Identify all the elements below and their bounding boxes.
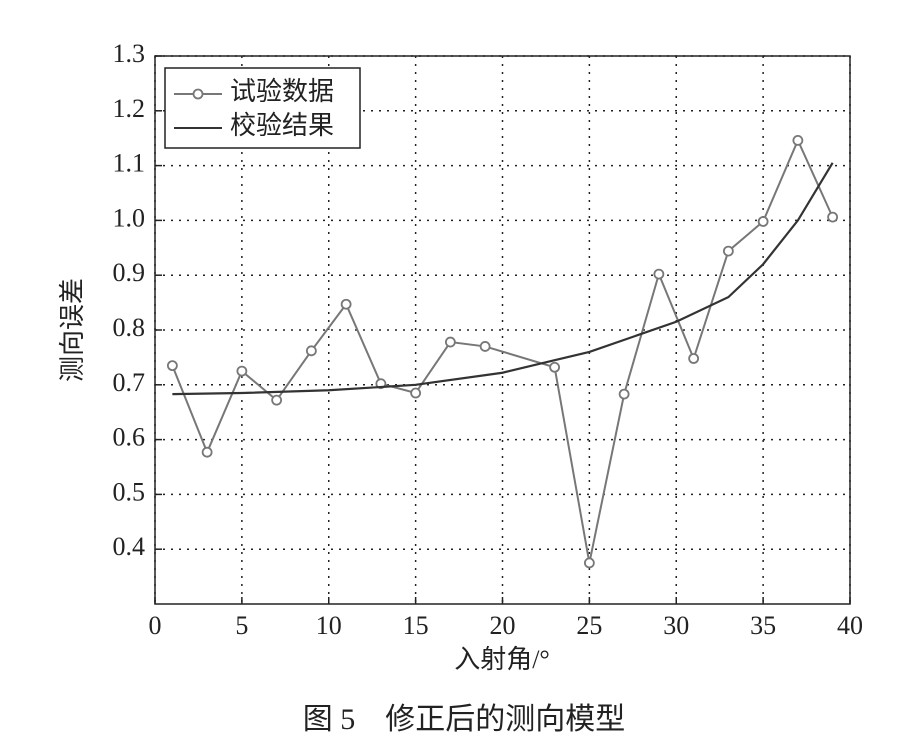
data-point bbox=[479, 341, 491, 352]
data-point bbox=[549, 361, 561, 373]
data-point bbox=[618, 388, 630, 400]
legend-label: 试验数据 bbox=[230, 77, 334, 106]
data-point bbox=[827, 211, 839, 223]
x-tick-label: 0 bbox=[149, 611, 162, 640]
data-point bbox=[792, 134, 804, 146]
y-tick-label: 0.7 bbox=[113, 368, 146, 397]
x-tick-label: 40 bbox=[837, 611, 863, 640]
data-point bbox=[757, 216, 769, 227]
x-axis-label: 入射角/° bbox=[454, 645, 550, 674]
x-tick-label: 25 bbox=[576, 611, 602, 640]
y-tick-label: 0.4 bbox=[113, 532, 146, 561]
y-tick-label: 1.3 bbox=[113, 39, 146, 68]
y-tick-label: 0.6 bbox=[113, 423, 146, 452]
data-point bbox=[271, 394, 283, 406]
data-point bbox=[688, 353, 700, 364]
legend-marker bbox=[192, 88, 204, 100]
data-point bbox=[722, 245, 734, 257]
x-tick-label: 30 bbox=[663, 611, 689, 640]
x-tick-label: 15 bbox=[403, 611, 429, 640]
y-tick-label: 0.9 bbox=[113, 258, 146, 287]
chart-title: 图 5 修正后的测向模型 bbox=[303, 703, 626, 736]
series-line bbox=[171, 137, 834, 564]
series-line bbox=[172, 162, 834, 396]
data-point bbox=[201, 446, 213, 458]
y-tick-label: 1.1 bbox=[113, 149, 146, 178]
data-point bbox=[583, 557, 595, 569]
data-point bbox=[305, 345, 317, 357]
y-tick-label: 1.0 bbox=[113, 203, 146, 232]
y-tick-label: 0.5 bbox=[113, 477, 146, 506]
legend-label: 校验结果 bbox=[230, 111, 334, 140]
data-point bbox=[444, 336, 456, 348]
y-tick-label: 1.2 bbox=[113, 94, 146, 123]
data-point bbox=[340, 298, 352, 310]
data-point bbox=[653, 268, 665, 280]
x-tick-label: 35 bbox=[750, 611, 776, 640]
x-tick-label: 20 bbox=[490, 611, 516, 640]
data-point bbox=[410, 387, 422, 399]
data-point bbox=[166, 360, 178, 372]
data-point bbox=[236, 365, 248, 377]
y-tick-label: 0.8 bbox=[113, 313, 146, 342]
x-tick-label: 10 bbox=[316, 611, 342, 640]
x-tick-label: 5 bbox=[235, 611, 248, 640]
y-axis-label: 测向误差 bbox=[58, 278, 87, 382]
legend-box bbox=[164, 67, 361, 149]
